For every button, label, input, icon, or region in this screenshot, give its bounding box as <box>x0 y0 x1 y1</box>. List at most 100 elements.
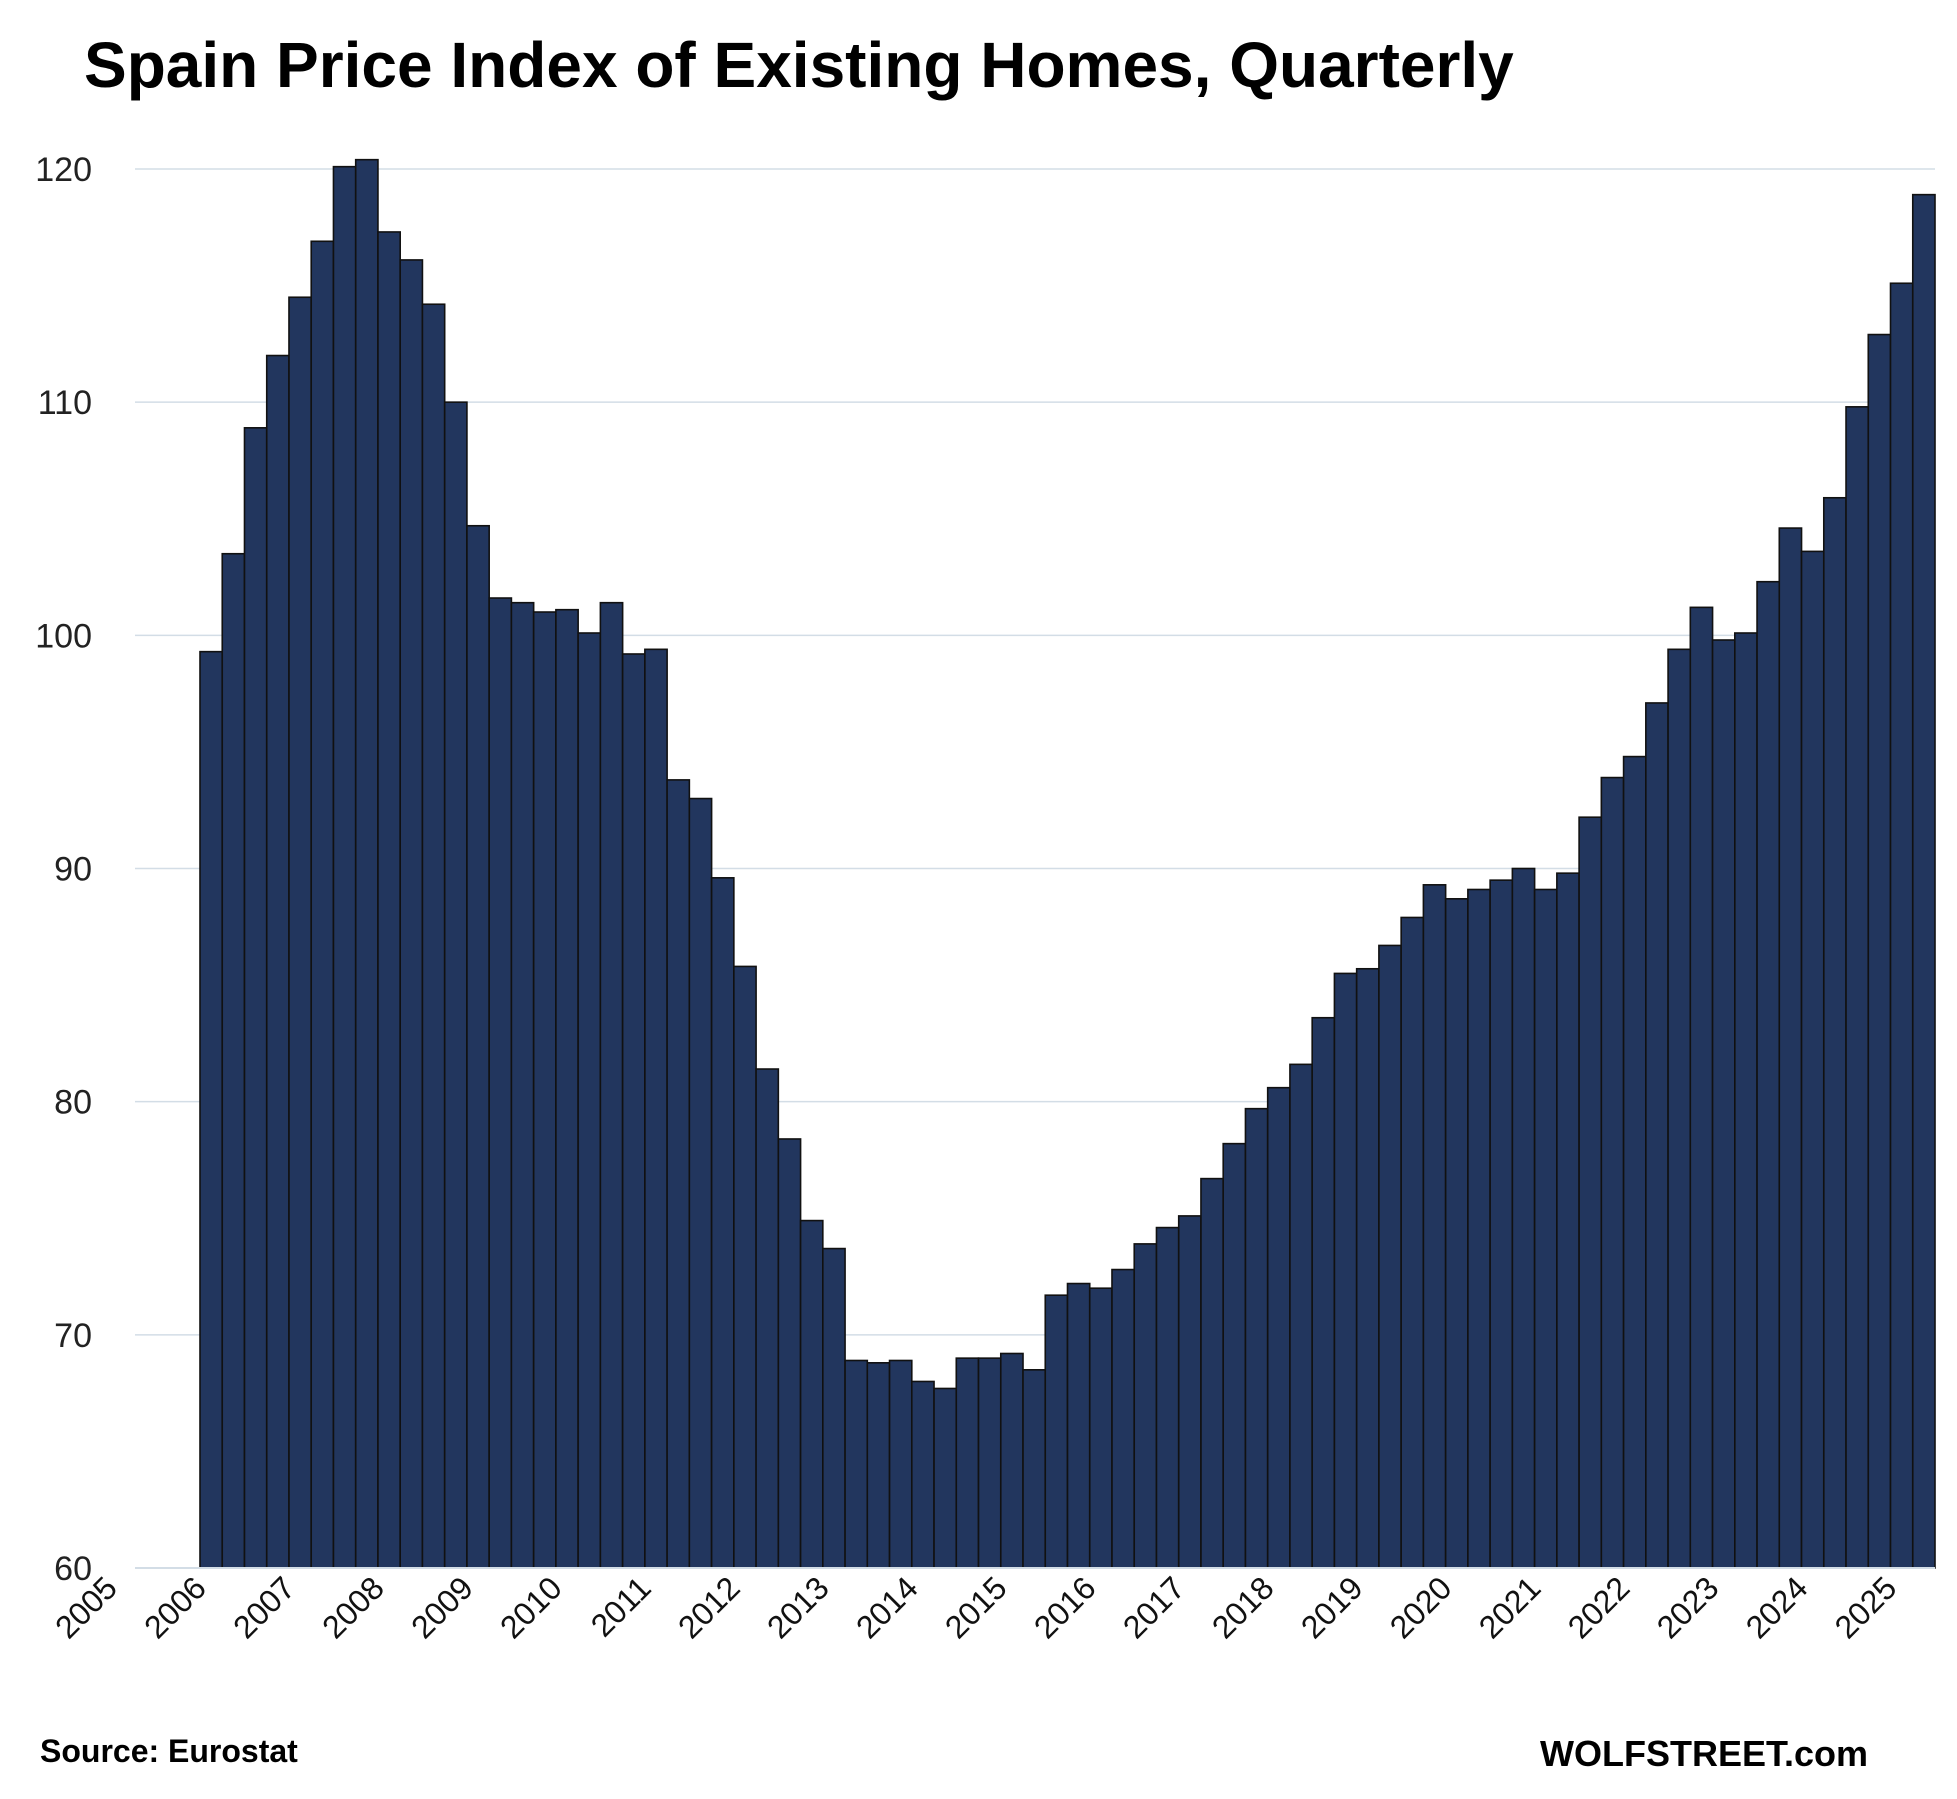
bar <box>1578 816 1603 1569</box>
bar <box>1778 527 1803 1569</box>
bar <box>866 1362 891 1569</box>
bar <box>1489 879 1514 1569</box>
bar <box>243 427 268 1569</box>
bar <box>1222 1142 1247 1569</box>
y-tick-label: 120 <box>35 151 92 189</box>
bar <box>1088 1287 1113 1569</box>
x-tick-label: 2011 <box>584 1569 658 1643</box>
bar <box>354 158 379 1569</box>
bar <box>555 608 579 1569</box>
bar <box>1244 1107 1269 1569</box>
bar <box>265 354 290 1569</box>
bar <box>1622 755 1647 1569</box>
bar <box>421 303 446 1569</box>
bar <box>288 296 313 1569</box>
bar <box>1177 1215 1202 1569</box>
bar <box>1867 333 1892 1569</box>
bar <box>666 779 691 1569</box>
bar <box>466 524 490 1569</box>
bar <box>644 648 668 1569</box>
bar <box>1333 972 1358 1569</box>
x-tick-label: 2006 <box>137 1569 213 1645</box>
x-tick-label: 2023 <box>1650 1569 1726 1645</box>
bar <box>332 165 357 1569</box>
x-tick-label: 2010 <box>493 1569 569 1645</box>
x-tick-label: 2019 <box>1294 1569 1370 1645</box>
y-tick-label: 90 <box>54 851 92 889</box>
x-tick-label: 2022 <box>1561 1569 1637 1645</box>
bar <box>1467 888 1491 1569</box>
bar <box>1066 1282 1091 1569</box>
bar <box>1044 1294 1069 1569</box>
x-tick-label: 2017 <box>1116 1569 1192 1645</box>
bar <box>1111 1268 1136 1569</box>
bar <box>688 797 713 1569</box>
bar <box>1556 872 1580 1569</box>
bar <box>1822 496 1847 1569</box>
bar <box>221 552 246 1569</box>
bar <box>399 259 424 1569</box>
bar <box>1600 776 1625 1569</box>
bar <box>1667 648 1692 1569</box>
x-tick-label: 2007 <box>226 1569 302 1645</box>
source-note: Source: Eurostat <box>40 1733 298 1769</box>
bar <box>1311 1016 1336 1569</box>
bar <box>844 1359 869 1569</box>
bar <box>1266 1086 1291 1569</box>
bar <box>933 1387 958 1569</box>
bar <box>977 1357 1002 1569</box>
y-tick-label: 70 <box>54 1317 92 1355</box>
y-tick-label: 100 <box>35 617 92 655</box>
x-tick-label: 2025 <box>1828 1569 1904 1645</box>
bar <box>822 1247 846 1569</box>
bar <box>1400 916 1425 1569</box>
bar <box>577 632 602 1569</box>
brand-watermark: WOLFSTREET.com <box>1539 1733 1868 1774</box>
bar <box>1911 193 1936 1569</box>
chart-title: Spain Price Index of Existing Homes, Qua… <box>84 29 1514 101</box>
bar <box>1533 888 1558 1569</box>
y-tick-label: 60 <box>54 1550 92 1588</box>
bar <box>755 1068 780 1569</box>
x-tick-label: 2016 <box>1027 1569 1103 1645</box>
bar <box>1422 884 1447 1569</box>
x-tick-label: 2018 <box>1205 1569 1281 1645</box>
bar <box>1133 1243 1158 1569</box>
x-axis-tick-labels: 2005 2006 2007 2008 2009 2010 2011 2012 2013 2014… <box>48 1569 1903 1645</box>
bar <box>1155 1226 1180 1569</box>
bar <box>1845 406 1870 1569</box>
bar <box>1378 944 1402 1569</box>
bar <box>510 601 535 1569</box>
bar <box>1444 898 1469 1569</box>
bar <box>1756 580 1781 1569</box>
x-tick-label: 2008 <box>315 1569 391 1645</box>
bar <box>1645 702 1669 1569</box>
bar <box>733 965 757 1569</box>
bar <box>888 1359 913 1569</box>
y-axis-tick-labels: 60 70 80 90 100 110 120 <box>35 151 92 1588</box>
bar <box>443 401 468 1569</box>
bar <box>710 877 735 1569</box>
x-tick-label: 2009 <box>404 1569 480 1645</box>
x-tick-label: 2012 <box>671 1569 747 1645</box>
bar <box>1734 632 1758 1569</box>
bars <box>199 158 1936 1569</box>
x-tick-label: 2020 <box>1383 1569 1459 1645</box>
bar <box>1022 1369 1047 1569</box>
bar <box>777 1138 802 1569</box>
bar <box>199 650 224 1569</box>
x-tick-label: 2015 <box>938 1569 1014 1645</box>
bar <box>1511 867 1536 1569</box>
bar <box>310 240 335 1569</box>
bar <box>377 231 401 1569</box>
bar <box>621 653 646 1569</box>
x-tick-label: 2024 <box>1739 1569 1815 1645</box>
x-tick-label: 2021 <box>1472 1569 1548 1645</box>
bar <box>1355 967 1380 1569</box>
x-tick-label: 2014 <box>849 1569 925 1645</box>
bar <box>799 1219 824 1569</box>
bar <box>1689 606 1714 1569</box>
bar <box>532 611 557 1569</box>
y-tick-label: 80 <box>54 1084 92 1122</box>
